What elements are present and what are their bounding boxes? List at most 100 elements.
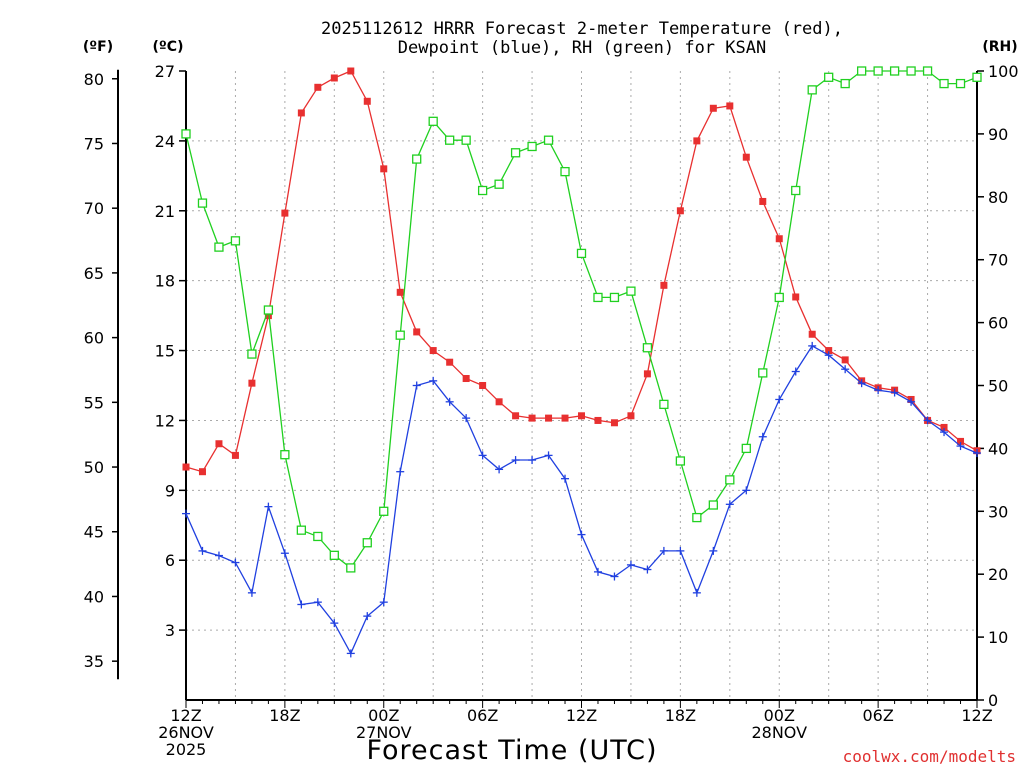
temperature-point [561, 414, 569, 422]
dewpoint-point [643, 565, 652, 574]
rh-tick-label: 70 [988, 251, 1008, 270]
rh-point [774, 292, 784, 303]
dewpoint-point [346, 649, 355, 658]
time-tick-label: 12Z [170, 706, 201, 725]
dewpoint-point [610, 572, 619, 581]
temperature-point [330, 74, 338, 82]
rh-point [906, 66, 916, 76]
time-tick-label: 12Z [566, 706, 597, 725]
time-tick-label: 2025 [166, 740, 207, 759]
temperature-point [643, 370, 651, 378]
temperature-point [281, 209, 289, 217]
temperature-point [446, 358, 454, 366]
dewpoint-point [313, 598, 322, 607]
rh-point [758, 368, 768, 378]
temperature-point [512, 412, 520, 420]
rh-tick-label: 10 [988, 628, 1008, 647]
dewpoint-point [561, 474, 570, 483]
rh-point [922, 66, 933, 76]
fahrenheit-tick-label: 80 [84, 70, 104, 89]
temperature-point [775, 235, 783, 243]
temperature-point [297, 109, 305, 117]
rh-point [313, 531, 323, 542]
dewpoint-point [758, 432, 767, 441]
fahrenheit-tick-label: 60 [84, 329, 104, 348]
rh-point [560, 166, 570, 177]
celsius-tick-label: 12 [155, 411, 175, 430]
dewpoint-point [824, 351, 833, 360]
celsius-tick-label: 9 [165, 481, 175, 500]
temperature-point [314, 83, 322, 91]
temperature-point [957, 437, 965, 445]
rh-point [741, 443, 751, 454]
x-axis-title: Forecast Time (UTC) [366, 735, 657, 766]
celsius-tick-label: 15 [155, 342, 175, 361]
rh-point [477, 185, 488, 196]
temperature-point [248, 379, 256, 387]
rh-tick-label: 40 [988, 439, 1008, 458]
temperature-point [429, 347, 437, 355]
temperature-point [528, 414, 536, 422]
rh-point [362, 538, 372, 548]
dewpoint-point [495, 465, 504, 474]
temperature-point [792, 293, 800, 301]
axes: 35 40 45 50 55 60 65 70 75 80 3 6 9 12 15 18 21 24 27 0 10 20… [84, 62, 1019, 759]
temperature-point [363, 97, 371, 105]
celsius-tick-label: 6 [165, 551, 175, 570]
dewpoint-point [363, 612, 372, 621]
rh-point [824, 72, 834, 82]
time-tick-label: 26NOV [158, 723, 214, 742]
temperature-point [693, 137, 701, 145]
temperature-point [380, 165, 388, 173]
dewpoint-point [775, 395, 784, 404]
rh-point [181, 129, 191, 139]
temperature-point [808, 330, 816, 338]
rh-point [939, 78, 949, 89]
celsius-axis-label: (ºC) [153, 39, 184, 55]
rh-point [461, 135, 471, 145]
temperature-point [940, 423, 948, 431]
dewpoint-point [890, 388, 899, 397]
temperature-point [479, 382, 487, 389]
temperature-point [215, 440, 223, 448]
dewpoint-point [956, 442, 965, 451]
rh-tick-label: 90 [988, 125, 1008, 144]
series-line [185, 70, 978, 569]
temperature-point [231, 451, 239, 459]
dewpoint-point [396, 467, 405, 476]
temperature-point [495, 398, 503, 406]
fahrenheit-tick-label: 55 [84, 393, 104, 412]
rh-point [543, 135, 554, 145]
dewpoint-point [742, 486, 751, 495]
dewpoint-point [429, 376, 438, 385]
temperature-point [759, 197, 767, 205]
rh-tick-label: 60 [988, 314, 1008, 333]
time-tick-label: 06Z [467, 706, 498, 725]
rh-point [972, 72, 982, 82]
dewpoint-point [659, 546, 668, 555]
dewpoint-point [973, 449, 981, 458]
series-rh [181, 66, 982, 573]
time-tick-label: 00Z [764, 706, 795, 725]
dewpoint-point [544, 451, 553, 460]
time-tick-label: 27NOV [356, 723, 412, 742]
dewpoint-point [528, 456, 537, 465]
temperature-point [742, 153, 750, 161]
celsius-tick-label: 27 [155, 62, 175, 81]
dewpoint-point [626, 560, 635, 569]
temperature-point [825, 347, 833, 355]
fahrenheit-tick-label: 70 [84, 199, 104, 218]
rh-tick-label: 100 [988, 62, 1019, 81]
dewpoint-point [577, 530, 586, 539]
temperature-point [660, 281, 668, 289]
dewpoint-point [214, 551, 223, 560]
rh-point [197, 198, 208, 208]
dewpoint-point [692, 588, 701, 597]
temperature-point [709, 104, 717, 112]
temperature-point [841, 356, 849, 364]
dewpoint-point [247, 588, 256, 597]
rh-point [527, 141, 537, 152]
temperature-point [396, 288, 404, 296]
temperature-point [347, 67, 355, 75]
